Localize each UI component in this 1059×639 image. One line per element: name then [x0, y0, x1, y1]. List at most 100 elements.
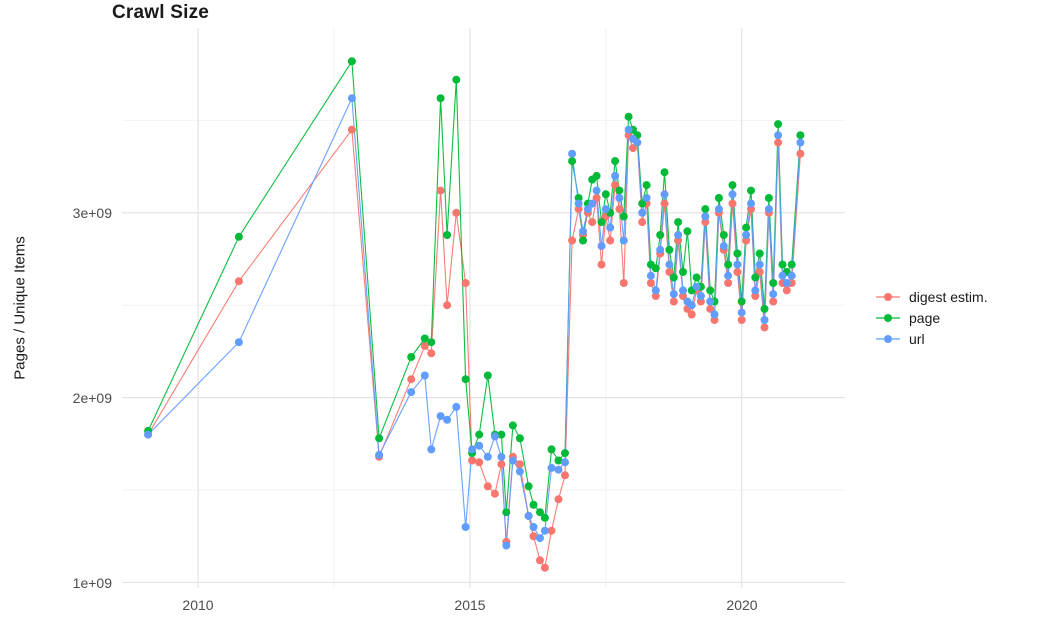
data-point	[624, 112, 633, 121]
data-point	[665, 260, 674, 269]
data-point	[674, 218, 683, 227]
data-point	[710, 310, 719, 319]
data-point	[475, 458, 484, 467]
data-point	[524, 511, 533, 520]
data-point	[468, 456, 477, 465]
data-point	[710, 316, 719, 324]
series-line	[147, 59, 801, 520]
data-point	[660, 168, 669, 177]
data-point	[420, 371, 429, 380]
data-point	[638, 218, 647, 227]
data-point	[597, 260, 606, 269]
data-point	[774, 131, 783, 140]
data-point	[737, 316, 746, 324]
data-point	[733, 249, 742, 258]
data-point	[468, 445, 477, 454]
data-point	[515, 467, 524, 476]
data-point	[714, 194, 723, 202]
data-point	[687, 301, 696, 310]
data-point	[737, 308, 746, 317]
data-point	[747, 186, 755, 195]
data-point	[547, 463, 556, 472]
data-point	[568, 157, 577, 166]
data-point	[443, 301, 452, 310]
legend-key-digest-icon	[876, 292, 900, 301]
data-point	[536, 508, 544, 517]
data-point	[646, 279, 655, 287]
data-point	[742, 231, 751, 239]
data-point	[728, 181, 737, 190]
data-point	[420, 334, 429, 343]
series-line	[147, 96, 801, 546]
data-point	[452, 75, 461, 84]
data-point	[760, 304, 769, 313]
data-point	[787, 260, 796, 269]
data-point	[615, 205, 624, 214]
plot-panel	[122, 28, 845, 588]
data-point	[687, 310, 696, 319]
legend-item-digest: digest estim.	[874, 286, 988, 307]
data-point	[619, 212, 628, 221]
data-point	[619, 279, 628, 287]
data-point	[714, 205, 723, 214]
data-point	[642, 181, 651, 190]
data-point	[706, 286, 715, 295]
data-point	[656, 231, 665, 239]
data-point	[436, 412, 445, 421]
data-point	[407, 353, 416, 361]
data-point	[796, 138, 805, 147]
data-point	[483, 482, 492, 491]
data-point	[646, 271, 655, 280]
data-point	[347, 125, 356, 134]
data-point	[483, 452, 492, 461]
data-point	[592, 171, 601, 180]
data-point	[769, 297, 778, 306]
data-point	[574, 194, 583, 202]
data-point	[554, 465, 563, 474]
data-point	[475, 441, 484, 450]
data-point	[669, 290, 678, 299]
data-point	[347, 94, 356, 103]
data-point	[669, 273, 678, 282]
data-point	[529, 500, 538, 509]
data-point	[782, 286, 791, 295]
data-point	[633, 138, 642, 147]
data-point	[669, 297, 678, 306]
y-tick-label-3e09: 3e+09	[72, 205, 112, 221]
data-point	[674, 231, 683, 239]
data-point	[611, 181, 620, 190]
data-point	[642, 194, 651, 202]
legend-item-url: url	[874, 328, 988, 349]
data-point	[724, 271, 733, 280]
data-point	[679, 268, 687, 276]
data-point	[579, 227, 587, 236]
data-point	[728, 190, 737, 199]
data-point	[588, 199, 597, 208]
legend-label-url: url	[909, 330, 925, 347]
data-point	[701, 205, 710, 214]
data-point	[619, 236, 628, 245]
data-point	[529, 523, 538, 531]
legend-label-page: page	[909, 309, 941, 326]
data-point	[561, 449, 569, 458]
data-point	[597, 218, 606, 227]
data-point	[665, 245, 674, 254]
data-point	[461, 523, 470, 531]
data-point	[679, 292, 687, 300]
data-point	[436, 186, 445, 195]
data-point	[638, 208, 647, 217]
data-point	[561, 458, 569, 467]
data-point	[568, 149, 577, 158]
data-point	[597, 242, 606, 251]
data-point	[742, 223, 751, 232]
data-point	[696, 292, 705, 300]
data-point	[733, 268, 742, 276]
data-point	[427, 338, 436, 347]
data-point	[706, 304, 715, 313]
data-point	[529, 532, 538, 541]
data-point	[774, 138, 783, 147]
data-point	[568, 236, 577, 245]
data-point	[769, 290, 778, 299]
data-point	[554, 456, 563, 465]
data-point	[540, 513, 549, 522]
